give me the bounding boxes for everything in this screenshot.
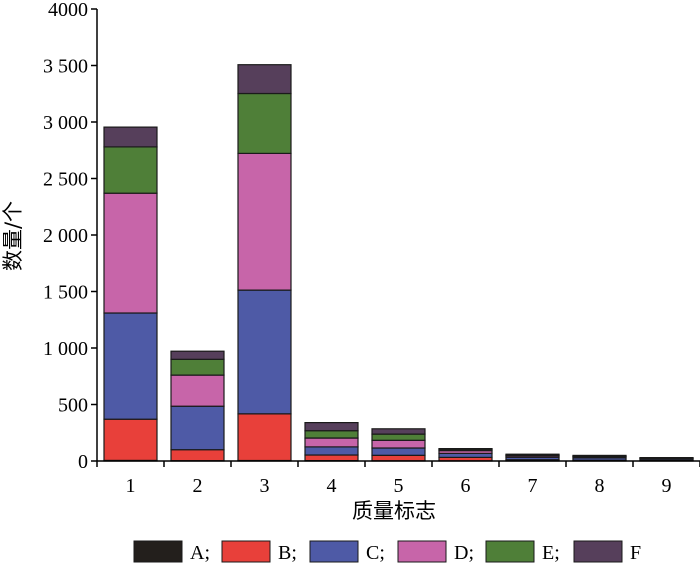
legend-swatch-3	[397, 540, 447, 563]
legend-label-1: B;	[278, 542, 297, 564]
legend-label-5: F	[630, 542, 641, 564]
bar-4-series-4	[304, 430, 359, 439]
x-tick-label-2: 2	[193, 475, 203, 497]
bar-3-series-2	[237, 289, 292, 415]
bar-4-series-3	[304, 437, 359, 448]
legend: A; B; C; D; E; F	[133, 540, 641, 564]
bar-5-series-2	[371, 447, 426, 456]
legend-swatch-1	[221, 540, 271, 563]
legend-swatch-5	[573, 540, 623, 563]
x-tick-label-9: 9	[662, 475, 672, 497]
bar-4-series-5	[304, 422, 359, 432]
bar-2-series-1	[170, 449, 225, 462]
bar-2-series-2	[170, 405, 225, 451]
x-axis-label: 质量标志	[352, 499, 436, 523]
bar-1-series-1	[103, 418, 158, 462]
bar-3-series-1	[237, 413, 292, 462]
bar-4-series-2	[304, 446, 359, 456]
x-tick-label-7: 7	[528, 475, 538, 497]
axes-layer: 0 500 1 000 1 500 2 000 2 500 3 000 3 500 4000 1 2…	[43, 0, 700, 497]
y-tick-label-1500: 1 500	[43, 282, 88, 304]
bar-5-series-5	[371, 428, 426, 435]
y-tick-label-4000: 4000	[48, 0, 88, 21]
x-tick-label-1: 1	[126, 475, 136, 497]
bar-3-series-3	[237, 152, 292, 291]
bar-3-series-4	[237, 92, 292, 155]
bar-1-series-3	[103, 192, 158, 314]
y-tick-label-1000: 1 000	[43, 338, 88, 360]
bar-7-series-5	[505, 453, 560, 456]
bar-1-series-5	[103, 126, 158, 148]
bar-2-series-5	[170, 350, 225, 360]
bar-8-series-5	[572, 454, 627, 457]
bar-3-series-5	[237, 64, 292, 95]
bar-2-series-4	[170, 358, 225, 376]
bars-layer	[103, 64, 694, 462]
x-tick-label-4: 4	[327, 475, 337, 497]
bar-4-series-1	[304, 454, 359, 462]
legend-label-4: E;	[542, 542, 560, 564]
bar-5-series-1	[371, 454, 426, 462]
bar-2-series-3	[170, 374, 225, 407]
y-tick-label-2500: 2 500	[43, 169, 88, 191]
legend-swatch-4	[485, 540, 535, 563]
bar-6-series-5	[438, 448, 493, 450]
y-tick-label-500: 500	[58, 395, 88, 417]
bar-1-series-4	[103, 146, 158, 194]
y-tick-label-0: 0	[78, 451, 88, 473]
y-tick-label-3000: 3 000	[43, 112, 88, 134]
legend-label-3: D;	[454, 542, 474, 564]
y-axis-label: 数量/个	[1, 201, 25, 271]
x-tick-label-3: 3	[260, 475, 270, 497]
x-tick-label-6: 6	[461, 475, 471, 497]
legend-swatch-2	[309, 540, 359, 563]
y-tick-label-3500: 3 500	[43, 56, 88, 78]
y-tick-label-2000: 2 000	[43, 225, 88, 247]
x-tick-label-5: 5	[394, 475, 404, 497]
bar-1-series-2	[103, 312, 158, 420]
legend-swatch-0	[133, 540, 183, 563]
bar-5-series-4	[371, 433, 426, 441]
bar-9-series-5	[639, 457, 694, 459]
bar-5-series-3	[371, 439, 426, 449]
legend-label-2: C;	[366, 542, 385, 564]
x-tick-label-8: 8	[595, 475, 605, 497]
legend-label-0: A;	[190, 542, 210, 564]
